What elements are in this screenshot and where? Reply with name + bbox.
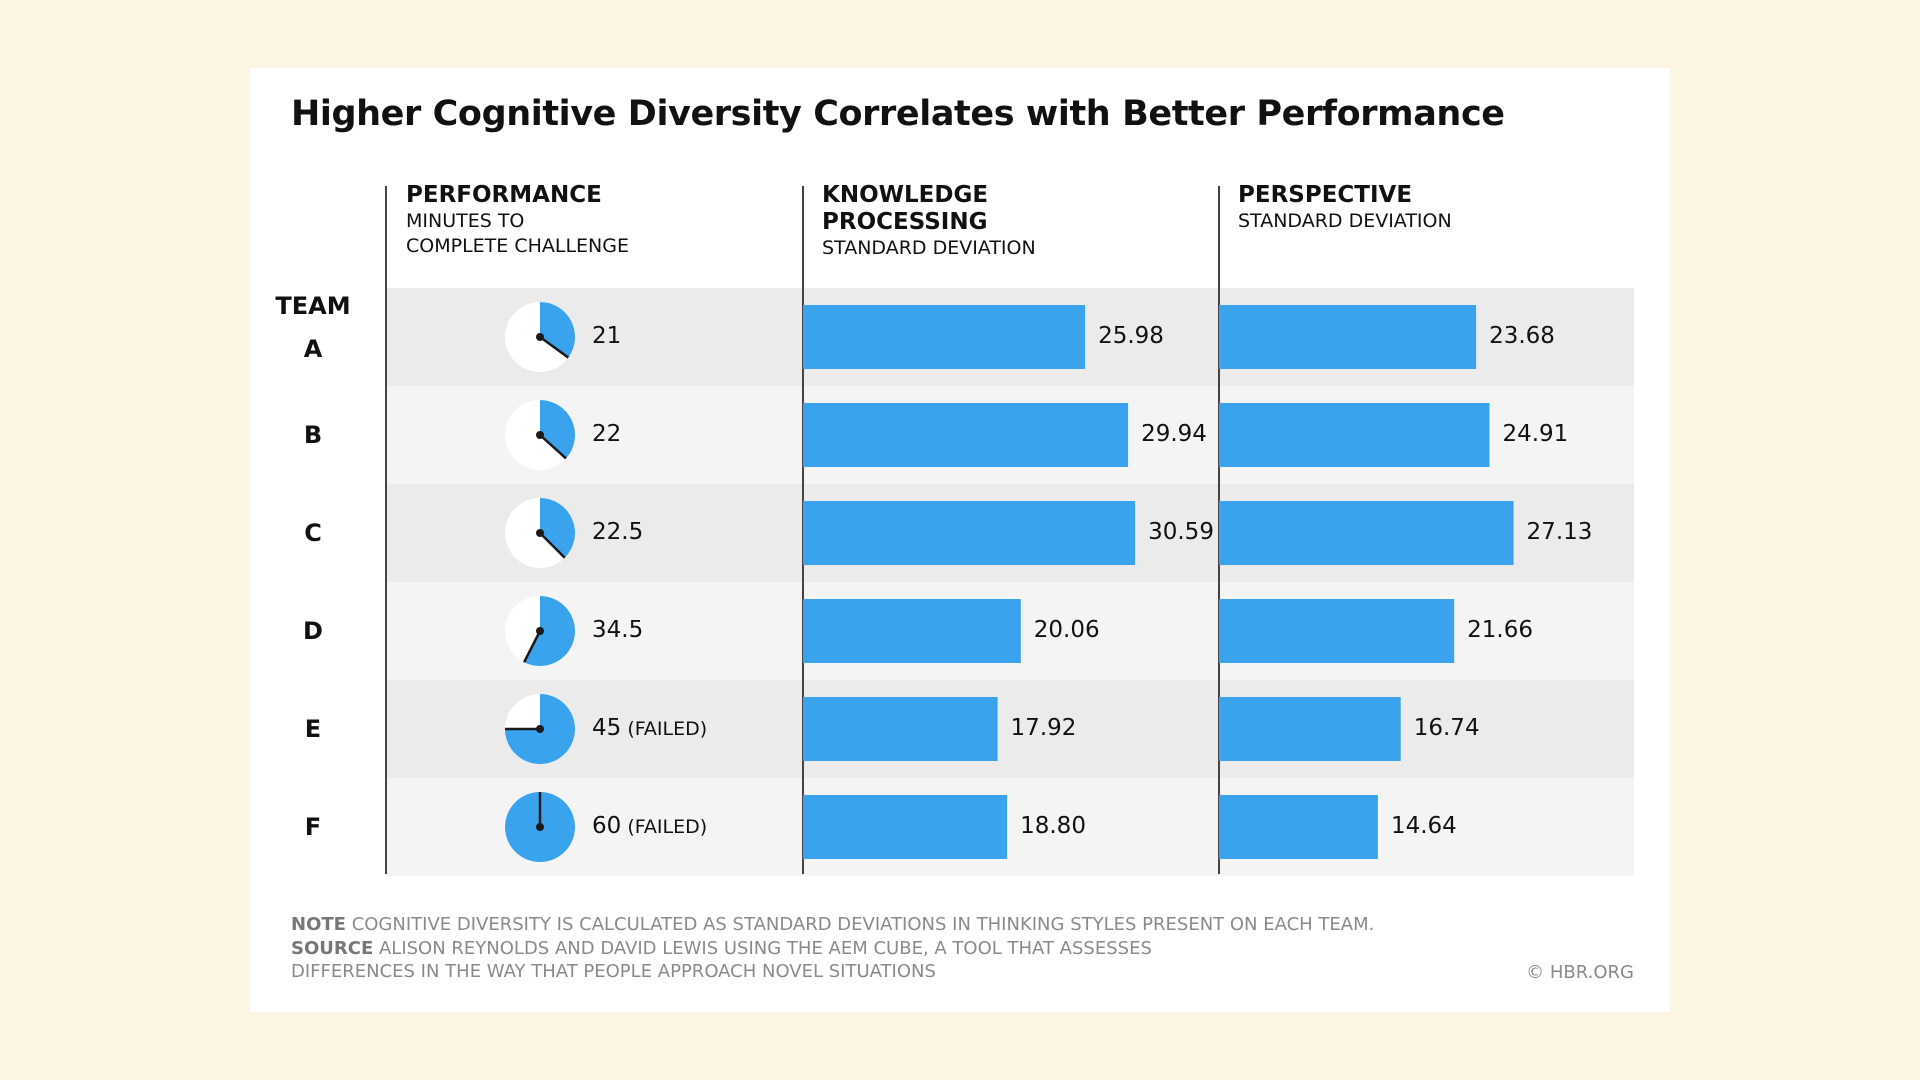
clock-center	[536, 627, 544, 635]
performance-subtitle-line-1: MINUTES TO	[406, 210, 525, 232]
clock-hand	[539, 335, 570, 359]
performance-value-label: 60 (FAILED)	[592, 813, 708, 839]
source-label: SOURCE	[291, 938, 374, 959]
performance-value-label: 22	[592, 421, 622, 447]
knowledge-bar	[803, 697, 998, 761]
clock-wedge	[524, 596, 575, 666]
performance-header: PERFORMANCE MINUTES TO COMPLETE CHALLENG…	[406, 182, 629, 259]
perspective-value-label: 16.74	[1413, 715, 1480, 741]
knowledge-value-label: 17.92	[1010, 715, 1077, 741]
knowledge-value-label: 20.06	[1033, 617, 1100, 643]
perspective-header: PERSPECTIVE STANDARD DEVIATION	[1238, 182, 1452, 234]
knowledge-value-label: 30.59	[1148, 519, 1214, 545]
knowledge-header: KNOWLEDGE PROCESSING STANDARD DEVIATION	[822, 182, 1036, 261]
performance-value-label: 22.5	[592, 519, 644, 545]
chart-title: Higher Cognitive Diversity Correlates wi…	[291, 94, 1505, 134]
performance-value-label: 34.5	[592, 617, 644, 643]
knowledge-bar	[803, 795, 1008, 859]
clock-wedge	[540, 302, 576, 358]
clock-center	[536, 725, 544, 733]
perspective-value-label: 14.64	[1390, 813, 1457, 839]
perspective-bar	[1219, 697, 1401, 761]
perspective-bar	[1219, 599, 1455, 663]
knowledge-bar	[803, 501, 1136, 565]
perspective-subtitle: STANDARD DEVIATION	[1238, 210, 1452, 232]
knowledge-bar	[803, 403, 1129, 467]
performance-subtitle-line-2: COMPLETE CHALLENGE	[406, 235, 629, 257]
team-label: A	[303, 335, 323, 363]
note-label: NOTE	[291, 914, 346, 935]
clock-hand	[539, 434, 567, 460]
footer-note: NOTE COGNITIVE DIVERSITY IS CALCULATED A…	[291, 914, 1374, 935]
knowledge-bar	[803, 599, 1021, 663]
team-label: D	[303, 617, 323, 645]
footer-source-line-2: DIFFERENCES IN THE WAY THAT PEOPLE APPRO…	[291, 961, 936, 982]
knowledge-title-line-2: PROCESSING	[822, 209, 988, 235]
footer-source: SOURCE ALISON REYNOLDS AND DAVID LEWIS U…	[291, 938, 1152, 959]
performance-value-label: 45 (FAILED)	[592, 715, 708, 741]
knowledge-value-label: 29.94	[1141, 421, 1207, 447]
note-text: COGNITIVE DIVERSITY IS CALCULATED AS STA…	[351, 914, 1375, 935]
perspective-bar	[1219, 501, 1514, 565]
perspective-title: PERSPECTIVE	[1238, 182, 1413, 208]
table-row	[386, 680, 1634, 778]
knowledge-title-line-1: KNOWLEDGE	[822, 182, 989, 208]
performance-value-label: 21	[592, 323, 622, 349]
perspective-value-label: 23.68	[1489, 323, 1555, 349]
clock-wedge	[540, 399, 576, 459]
perspective-bar	[1219, 305, 1477, 369]
credit: © HBR.ORG	[1526, 962, 1634, 983]
chart-marks	[505, 302, 1514, 862]
clock-center	[536, 529, 544, 537]
team-label: B	[303, 421, 323, 449]
clock-wedge	[540, 498, 576, 558]
perspective-bar	[1219, 795, 1378, 859]
team-column-divider	[385, 186, 387, 874]
knowledge-bar	[803, 305, 1086, 369]
clock-center	[536, 333, 544, 341]
knowledge-value-label: 18.80	[1020, 813, 1086, 839]
clock-hand	[539, 532, 566, 559]
clock-center	[536, 823, 544, 831]
performance-title: PERFORMANCE	[406, 182, 602, 208]
team-label: E	[304, 715, 322, 743]
team-label: F	[304, 813, 322, 841]
perspective-value-label: 21.66	[1467, 617, 1534, 643]
chart-card: Higher Cognitive Diversity Correlates wi…	[250, 68, 1670, 1012]
perspective-value-label: 24.91	[1502, 421, 1569, 447]
source-text: ALISON REYNOLDS AND DAVID LEWIS USING TH…	[378, 938, 1152, 959]
perspective-bar	[1219, 403, 1490, 467]
knowledge-subtitle: STANDARD DEVIATION	[822, 237, 1036, 259]
team-header: TEAM	[275, 292, 351, 320]
knowledge-value-label: 25.98	[1098, 323, 1164, 349]
clock-center	[536, 431, 544, 439]
team-label: C	[304, 519, 322, 547]
clock-hand	[522, 630, 542, 663]
table-row	[386, 778, 1634, 876]
perspective-value-label: 27.13	[1526, 519, 1593, 545]
